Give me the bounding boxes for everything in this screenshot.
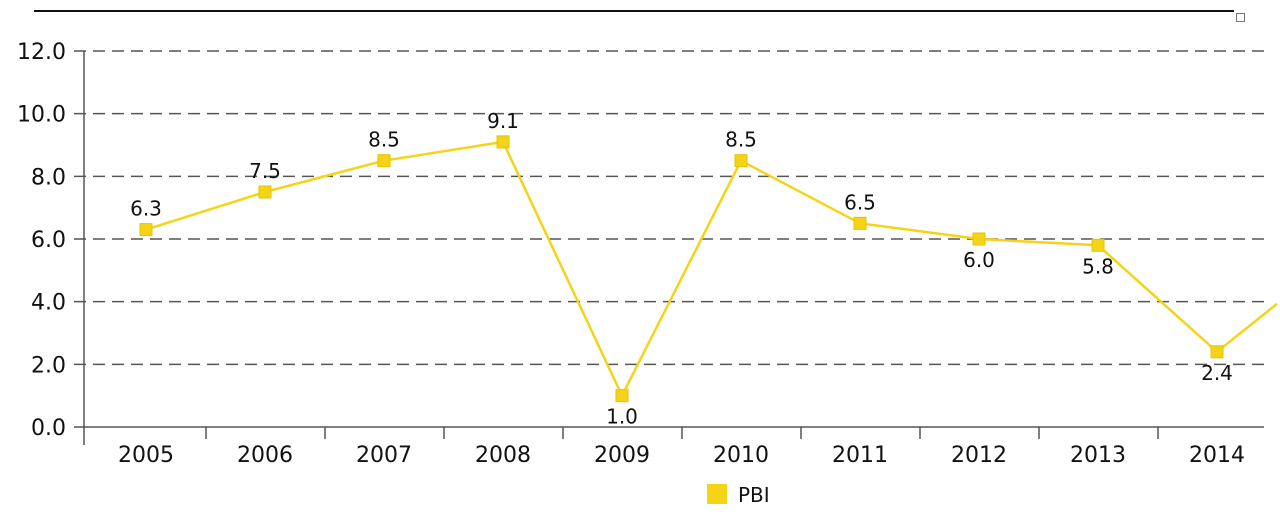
y-tick-label: 12.0 (17, 40, 66, 65)
data-label: 7.5 (249, 159, 281, 183)
data-point-marker[interactable] (139, 223, 153, 237)
x-tick-label: 2014 (1189, 443, 1245, 468)
data-point-marker[interactable] (1091, 238, 1105, 252)
data-label: 2.4 (1201, 361, 1233, 385)
data-label: 6.5 (844, 190, 876, 214)
axes (74, 51, 1264, 445)
data-point-marker[interactable] (972, 232, 986, 246)
data-label: 9.1 (487, 109, 519, 133)
y-tick-label: 2.0 (31, 353, 66, 378)
data-point-marker[interactable] (377, 154, 391, 168)
legend[interactable]: PBI (707, 483, 770, 507)
x-tick-label: 2008 (475, 443, 531, 468)
data-label: 6.3 (130, 197, 162, 221)
y-axis-tick-labels: 0.0 2.0 4.0 6.0 8.0 10.0 12.0 (17, 40, 66, 441)
top-divider-line (34, 10, 1234, 12)
data-point-marker[interactable] (734, 154, 748, 168)
x-axis-tick-labels: 2005 2006 2007 2008 2009 2010 2011 2012 2013 2014 (118, 443, 1245, 468)
data-point-marker[interactable] (853, 216, 867, 230)
x-tick-label: 2005 (118, 443, 174, 468)
y-tick-label: 6.0 (31, 228, 66, 253)
data-labels: 6.3 7.5 8.5 9.1 1.0 8.5 6.5 6.0 5.8 2.4 (130, 109, 1233, 429)
y-tick-label: 8.0 (31, 165, 66, 190)
data-label: 8.5 (725, 128, 757, 152)
series-pbi (139, 135, 1278, 403)
y-tick-label: 4.0 (31, 291, 66, 316)
data-point-marker[interactable] (258, 185, 272, 199)
data-point-marker[interactable] (615, 389, 629, 403)
x-tick-label: 2010 (713, 443, 769, 468)
x-tick-label: 2013 (1070, 443, 1126, 468)
data-label: 6.0 (963, 248, 995, 272)
y-tick-label: 10.0 (17, 103, 66, 128)
legend-swatch-pbi (707, 484, 727, 504)
x-tick-label: 2009 (594, 443, 650, 468)
grid-lines (74, 50, 1264, 366)
x-tick-label: 2012 (951, 443, 1007, 468)
legend-label-pbi: PBI (738, 483, 770, 507)
data-label: 8.5 (368, 128, 400, 152)
data-point-marker[interactable] (496, 135, 510, 149)
x-tick-label: 2011 (832, 443, 888, 468)
x-tick-label: 2006 (237, 443, 293, 468)
data-label: 1.0 (606, 405, 638, 429)
x-tick-label: 2007 (356, 443, 412, 468)
data-point-marker[interactable] (1210, 345, 1224, 359)
data-label: 5.8 (1082, 254, 1114, 278)
y-tick-label: 0.0 (31, 416, 66, 441)
resize-handle-icon[interactable] (1236, 13, 1245, 22)
